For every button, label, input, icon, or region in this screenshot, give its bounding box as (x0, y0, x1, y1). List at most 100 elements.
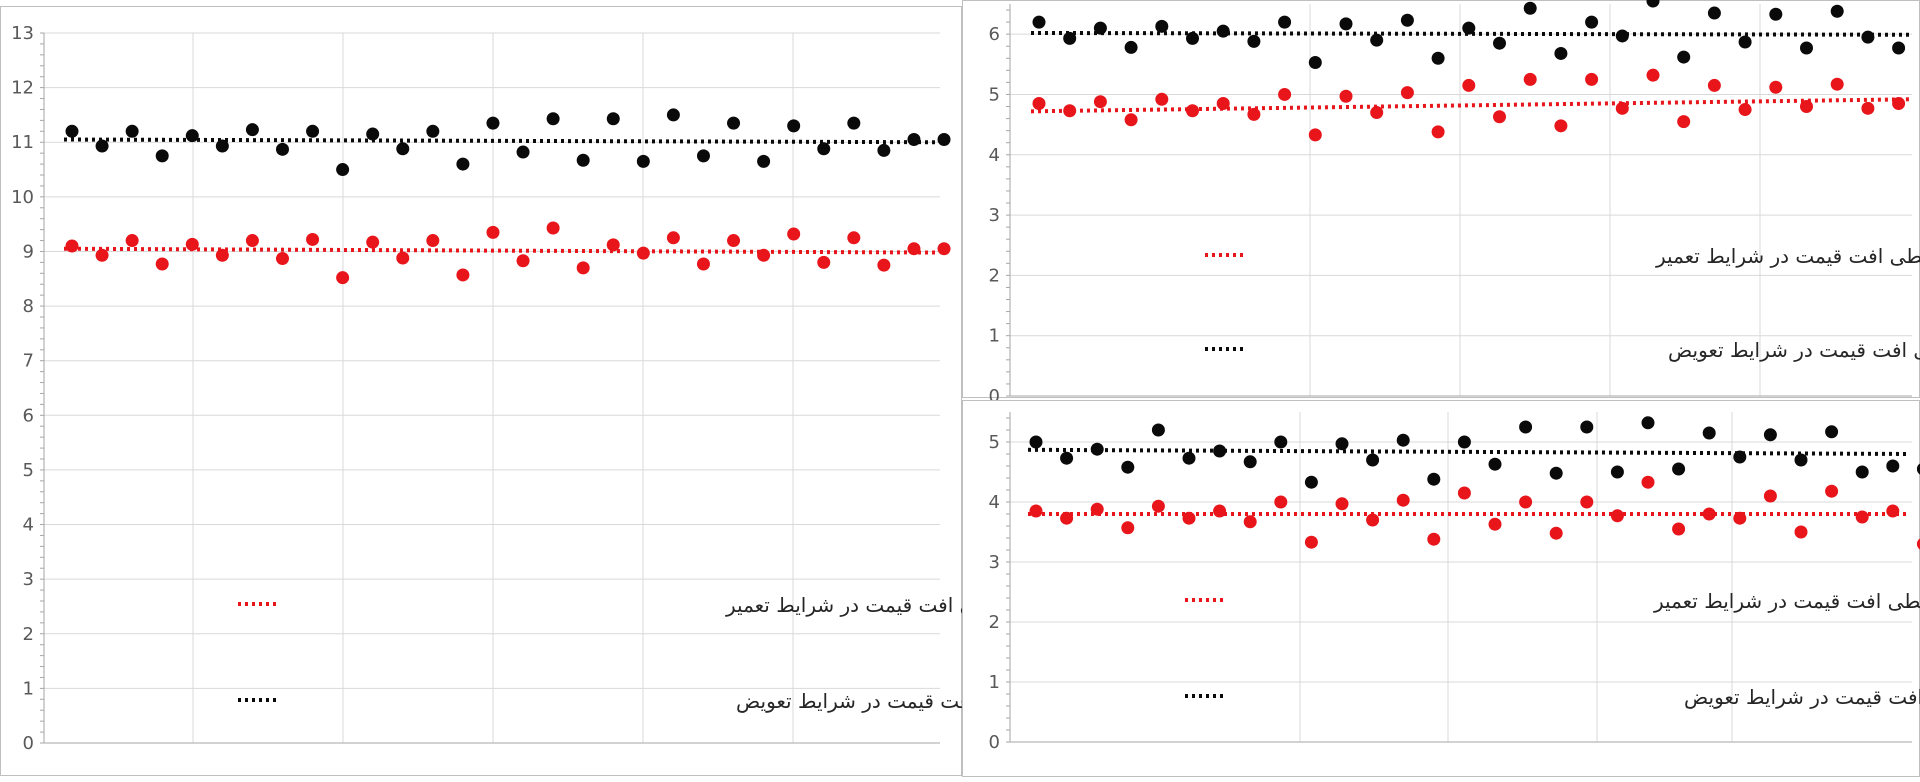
data-point-series-2 (126, 234, 139, 247)
data-point-series-1 (1274, 436, 1287, 449)
data-point-series-2 (1125, 113, 1138, 126)
data-point-series-2 (1030, 505, 1043, 518)
y-tick-label: 7 (23, 351, 34, 372)
chart-panel-2: 0123456رگرسیون خطی افت قیمت در شرایط تعم… (963, 0, 1920, 407)
data-point-series-2 (1708, 79, 1721, 92)
y-tick-label: 5 (989, 432, 1000, 453)
data-point-series-2 (817, 256, 830, 269)
data-point-series-2 (1886, 505, 1899, 518)
data-point-series-1 (306, 125, 319, 138)
data-point-series-2 (156, 258, 169, 271)
data-point-series-1 (1152, 424, 1165, 437)
data-point-series-1 (817, 142, 830, 155)
y-tick-label: 8 (23, 296, 34, 317)
data-point-series-1 (1244, 455, 1257, 468)
data-point-series-2 (1892, 97, 1905, 110)
y-tick-label: 0 (989, 732, 1000, 753)
data-point-series-2 (1580, 496, 1593, 509)
data-point-series-1 (1616, 29, 1629, 42)
y-tick-label: 9 (23, 241, 34, 262)
data-point-series-1 (577, 154, 590, 167)
data-point-series-1 (1370, 34, 1383, 47)
data-point-series-2 (1585, 73, 1598, 86)
data-point-series-1 (1739, 35, 1752, 48)
data-point-series-2 (306, 233, 319, 246)
data-point-series-1 (156, 149, 169, 162)
data-point-series-1 (1155, 20, 1168, 33)
data-point-series-1 (1401, 14, 1414, 27)
data-point-series-2 (1493, 110, 1506, 123)
data-point-series-2 (486, 226, 499, 239)
data-point-series-1 (1892, 42, 1905, 55)
data-point-series-2 (336, 271, 349, 284)
data-point-series-2 (1336, 497, 1349, 510)
y-tick-label: 10 (11, 187, 34, 208)
data-point-series-2 (1155, 93, 1168, 106)
legend-label-1: رگرسیون خطی افت قیمت در شرایط تعمیر (1653, 589, 1920, 613)
data-point-series-1 (426, 125, 439, 138)
data-point-series-1 (366, 128, 379, 141)
y-tick-label: 4 (23, 515, 34, 536)
y-tick-label: 5 (989, 84, 1000, 105)
data-point-series-1 (1611, 466, 1624, 479)
data-point-series-1 (1060, 452, 1073, 465)
data-point-series-2 (1769, 81, 1782, 94)
data-point-series-1 (517, 146, 530, 159)
data-point-series-2 (1458, 487, 1471, 500)
data-point-series-2 (1427, 533, 1440, 546)
data-point-series-1 (1121, 461, 1134, 474)
data-point-series-2 (1739, 103, 1752, 116)
data-point-series-1 (1183, 452, 1196, 465)
data-point-series-1 (1366, 454, 1379, 467)
data-point-series-2 (276, 252, 289, 265)
data-point-series-2 (907, 242, 920, 255)
data-point-series-1 (96, 140, 109, 153)
data-point-series-2 (1519, 496, 1532, 509)
data-point-series-1 (216, 140, 229, 153)
data-point-series-1 (1825, 425, 1838, 438)
y-tick-label: 2 (989, 265, 1000, 286)
data-point-series-2 (577, 261, 590, 274)
data-point-series-1 (486, 117, 499, 130)
data-point-series-1 (1125, 41, 1138, 54)
y-tick-label: 0 (23, 733, 34, 754)
legend-label-2: رگرسیون خطی افت قیمت در شرایط تعویض (1684, 685, 1920, 709)
y-tick-label: 3 (23, 569, 34, 590)
data-point-series-1 (1585, 16, 1598, 29)
data-point-series-1 (1800, 42, 1813, 55)
data-point-series-1 (1489, 458, 1502, 471)
data-point-series-2 (1524, 73, 1537, 86)
data-point-series-2 (426, 234, 439, 247)
data-point-series-2 (1856, 511, 1869, 524)
data-point-series-2 (757, 249, 770, 262)
data-point-series-2 (607, 238, 620, 251)
data-point-series-1 (126, 125, 139, 138)
data-point-series-2 (1340, 90, 1353, 103)
data-point-series-2 (727, 234, 740, 247)
data-point-series-2 (1401, 86, 1414, 99)
data-point-series-1 (1861, 31, 1874, 44)
data-point-series-2 (456, 268, 469, 281)
y-tick-label: 11 (11, 132, 34, 153)
data-point-series-1 (1030, 436, 1043, 449)
data-point-series-1 (1336, 437, 1349, 450)
data-point-series-1 (1764, 428, 1777, 441)
data-point-series-1 (1677, 51, 1690, 64)
data-point-series-2 (96, 249, 109, 262)
data-point-series-2 (366, 236, 379, 249)
data-point-series-2 (1616, 102, 1629, 115)
data-point-series-1 (1432, 52, 1445, 65)
data-point-series-2 (1060, 512, 1073, 525)
data-point-series-2 (1733, 512, 1746, 525)
data-point-series-2 (1677, 115, 1690, 128)
data-point-series-2 (396, 252, 409, 265)
data-point-series-1 (1642, 416, 1655, 429)
y-tick-label: 1 (989, 326, 1000, 347)
data-point-series-1 (1305, 476, 1318, 489)
y-tick-label: 12 (11, 78, 34, 99)
y-tick-label: 4 (989, 492, 1000, 513)
data-point-series-2 (1703, 508, 1716, 521)
data-point-series-1 (1769, 8, 1782, 21)
